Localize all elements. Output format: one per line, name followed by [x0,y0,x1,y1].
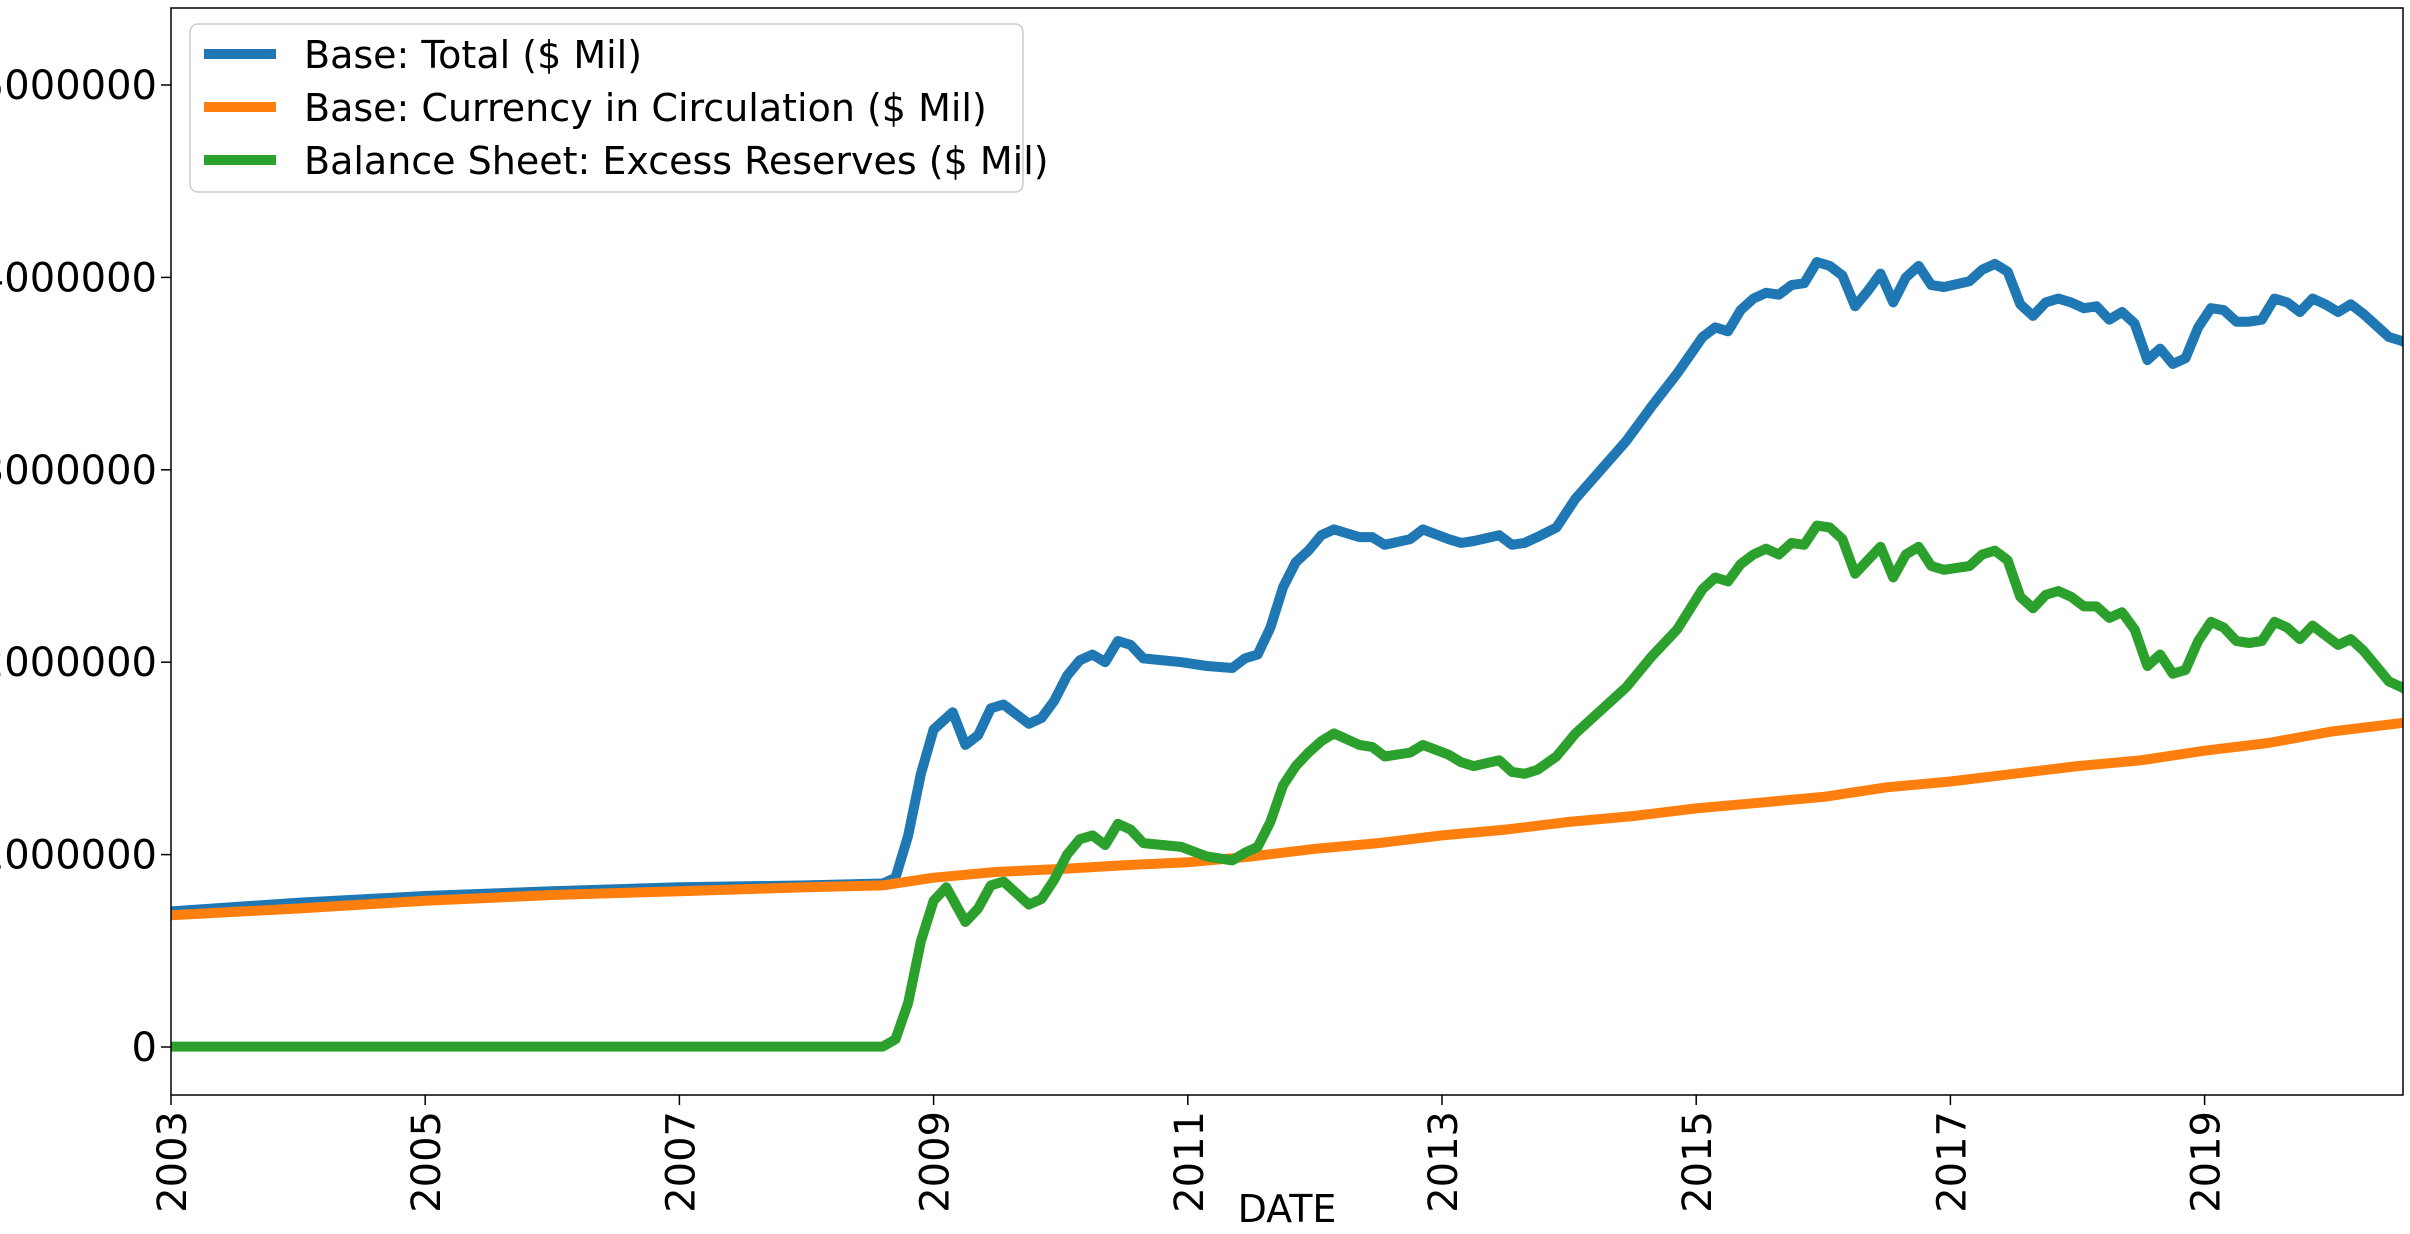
x-tick-label: 2009 [913,1111,959,1213]
legend-label-2: Base: Currency in Circulation ($ Mil) [304,86,987,130]
x-tick-label: 2019 [2184,1111,2230,1213]
y-tick-label: 4000000 [0,255,157,301]
legend-frame [189,23,1024,193]
y-tick-label: 2000000 [0,640,157,686]
series-line-3 [171,520,2403,1052]
axes-layer: 0 1000000 2000000 3000000 4000000 5000000 2003… [0,7,2404,1213]
x-axis-title: DATE [1238,1187,1337,1231]
y-tick-label: 1000000 [0,833,157,879]
x-tick-label: 2003 [150,1111,196,1213]
x-tick-label: 2017 [1929,1111,1975,1213]
x-tick-label: 2011 [1167,1111,1213,1213]
x-tick-label: 2015 [1675,1111,1721,1213]
series-line-1 [171,257,2403,917]
plot-frame [170,7,2404,1096]
series-layer [171,257,2403,1052]
y-tick-label: 3000000 [0,448,157,494]
x-tick-label: 2005 [404,1111,450,1213]
x-tick-label: 2007 [658,1111,704,1213]
y-tick-label: 0 [132,1025,157,1071]
legend-label-3: Balance Sheet: Excess Reserves ($ Mil) [304,139,1049,183]
y-tick-label: 5000000 [0,63,157,109]
legend-label-1: Base: Total ($ Mil) [304,33,642,77]
legend: Base: Total ($ Mil) Base: Currency in Cir… [189,23,1049,193]
x-tick-label: 2013 [1421,1111,1467,1213]
series-line-2 [171,717,2403,921]
